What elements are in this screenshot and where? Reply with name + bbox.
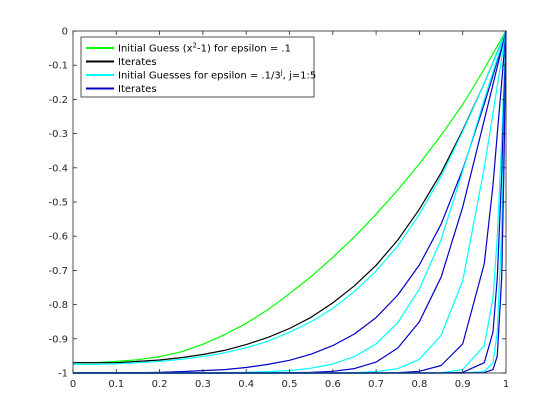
- x-tick-label: 0.4: [238, 379, 254, 390]
- x-tick-label: 0.3: [195, 379, 211, 390]
- x-tick-label: 0: [70, 379, 76, 390]
- legend-entry-label: Initial Guess (x2-1) for epsilon = .1: [118, 42, 291, 55]
- y-tick-label: -0.1: [48, 61, 68, 72]
- y-tick-label: -0.3: [48, 129, 68, 140]
- legend-entry-label: Iterates: [118, 84, 157, 95]
- x-tick-label: 0.6: [325, 379, 341, 390]
- x-tick-label: 0.7: [368, 379, 384, 390]
- y-tick-label: -0.7: [48, 266, 68, 277]
- x-tick-label: 0.2: [152, 379, 168, 390]
- y-tick-label: -1: [58, 369, 68, 380]
- x-tick-label: 1: [503, 379, 509, 390]
- y-tick-label: -0.8: [48, 300, 68, 311]
- x-tick-label: 0.8: [411, 379, 427, 390]
- legend-box: [80, 36, 315, 98]
- x-tick-label: 0.9: [455, 379, 471, 390]
- legend: Initial Guess (x2-1) for epsilon = .1 Ite…: [80, 36, 316, 98]
- x-tick-label: 0.5: [282, 379, 298, 390]
- y-tick-label: -0.4: [48, 163, 68, 174]
- series-line-initial-guesses-2: [73, 30, 507, 365]
- y-tick-label: -0.9: [48, 334, 68, 345]
- y-tick-label: -0.2: [48, 95, 68, 106]
- y-tick-label: 0: [62, 27, 68, 38]
- x-tick-label: 0.1: [108, 379, 124, 390]
- legend-entry-label: Iterates: [118, 57, 157, 68]
- legend-entry-label: Initial Guesses for epsilon = .1/3j, j=1…: [118, 69, 316, 82]
- tick-layer: 0 0.1 0.2 0.3 0.4 0.5 0.6 0.7 0.8 0.9 1 0 -0.1 -0.2 -0…: [48, 27, 509, 391]
- y-tick-label: -0.6: [48, 232, 68, 243]
- y-tick-label: -0.5: [48, 198, 68, 209]
- series-line-initial-eps-0.1-0: [73, 30, 507, 364]
